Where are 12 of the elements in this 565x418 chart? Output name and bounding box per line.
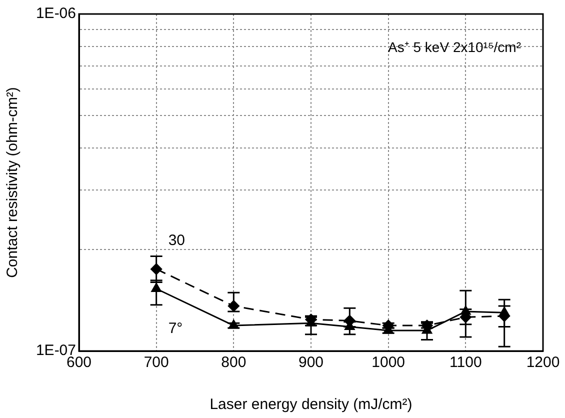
y-tick-label: 1E-06 bbox=[36, 5, 76, 22]
annotation: As⁺ 5 keV 2x10¹⁵/cm² bbox=[388, 38, 522, 55]
y-axis-title: Contact resistivity (ohm-cm²) bbox=[4, 87, 22, 278]
x-tick-label: 1200 bbox=[526, 354, 560, 372]
x-tick-label: 1000 bbox=[372, 354, 406, 372]
x-tick-label: 900 bbox=[298, 354, 324, 372]
x-tick-label: 700 bbox=[144, 354, 169, 372]
series-label: 30 bbox=[168, 232, 186, 250]
x-axis-title: Laser energy density (mJ/cm²) bbox=[210, 396, 412, 414]
x-tick-label: 800 bbox=[221, 354, 246, 372]
x-tick-label: 1100 bbox=[450, 354, 482, 372]
series-label: 7° bbox=[168, 320, 183, 337]
